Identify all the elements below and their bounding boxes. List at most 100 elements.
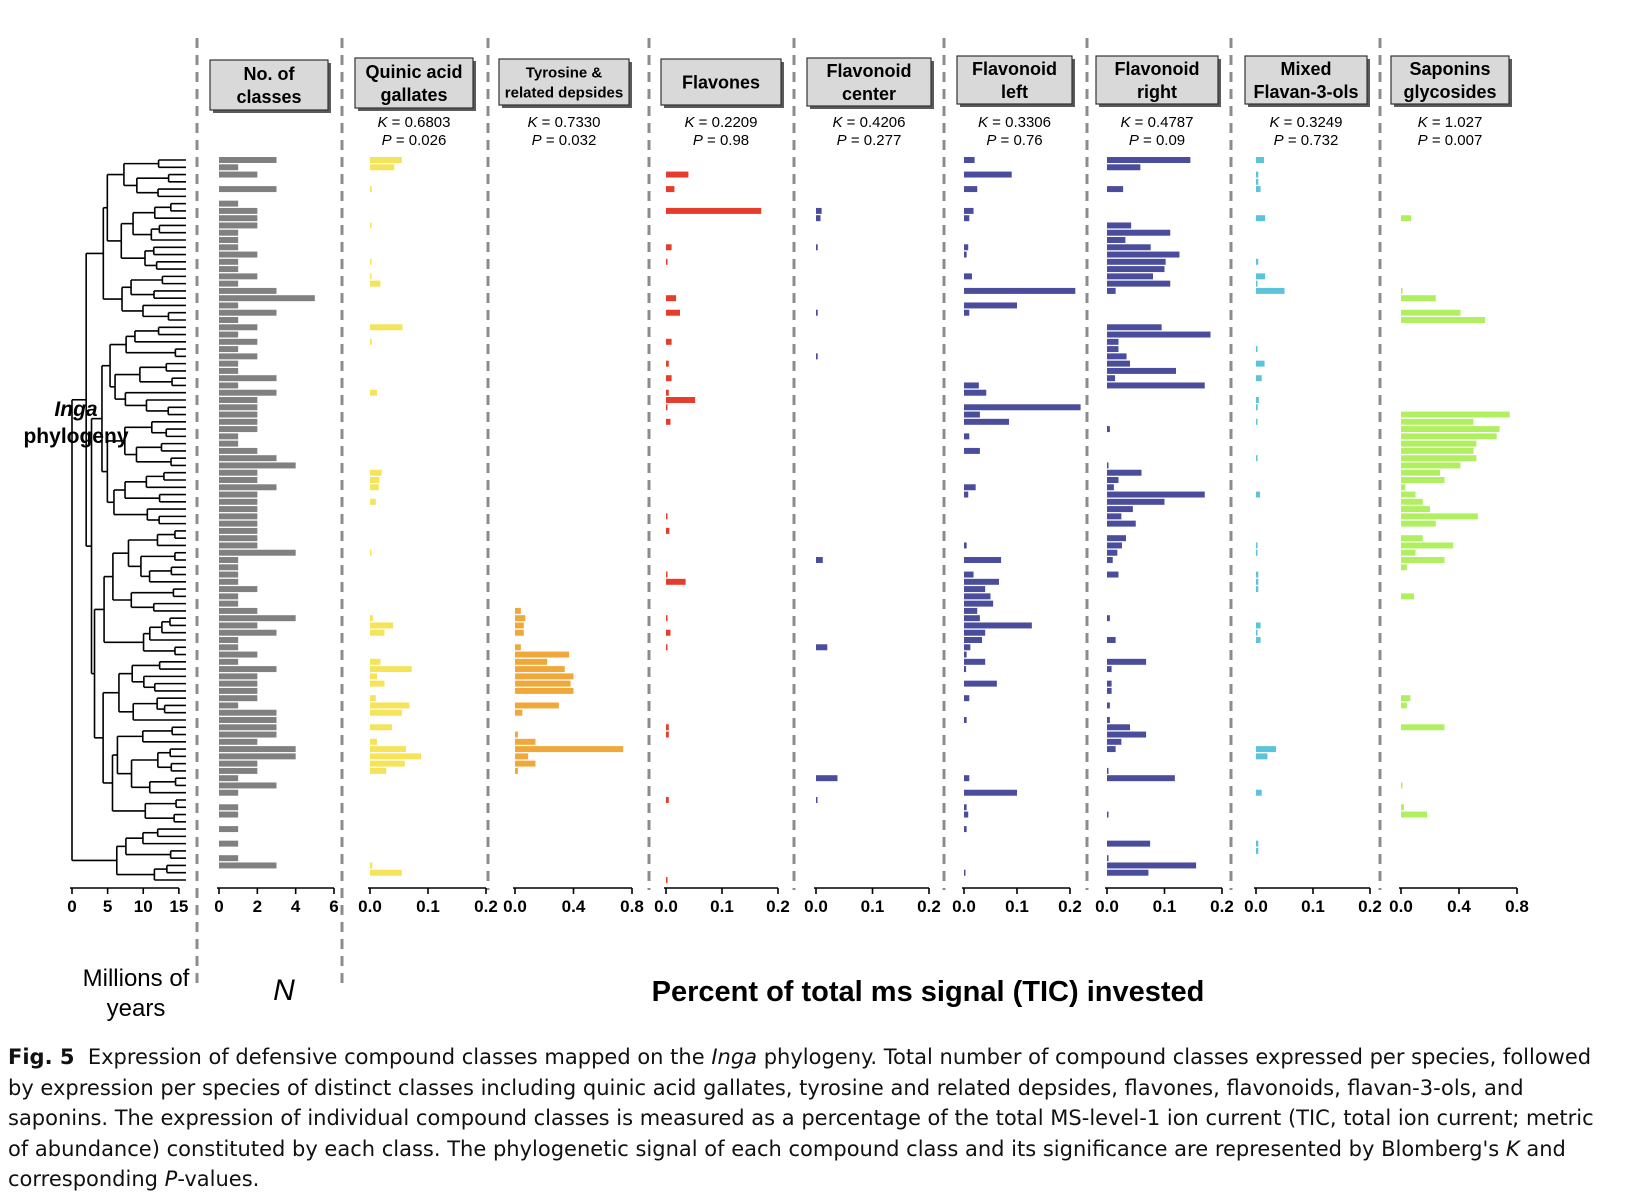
n_classes-bar <box>219 738 258 745</box>
saponins-bar <box>1401 549 1416 556</box>
phylogeny-tick-label: 0 <box>67 897 76 916</box>
caption-text-italic-3: P <box>164 1167 178 1191</box>
n_classes-bar <box>219 637 239 643</box>
n_classes-tick-label: 2 <box>253 897 262 916</box>
saponins-bar <box>1401 433 1497 440</box>
n_classes-bar <box>219 644 239 651</box>
flavan-title-box <box>1244 55 1368 105</box>
quinic-bar <box>370 753 422 760</box>
phylogeny-tree: 0 5 10 15 <box>67 159 188 916</box>
flavan-bar <box>1256 586 1259 593</box>
flav_left-bar <box>964 869 966 876</box>
flavan-title-text: Mixed <box>1280 59 1331 79</box>
flavan-bar <box>1256 375 1262 382</box>
flav_left-bar <box>964 491 969 498</box>
caption-text-italic-2: K <box>1505 1136 1520 1161</box>
n_classes-bar <box>219 724 277 731</box>
n_classes-bar <box>219 455 277 462</box>
flavan-bar <box>1256 215 1266 222</box>
flav_left-bar <box>964 607 978 614</box>
flav_right-bar <box>1107 775 1175 782</box>
tyrosine-p-value: P = 0.032 <box>532 132 597 149</box>
flav_left-bar <box>964 404 1081 411</box>
saponins-bar <box>1401 557 1445 563</box>
flav_left-title-box <box>956 55 1073 105</box>
flavones-bar <box>666 207 762 214</box>
n_classes-bar <box>219 229 239 236</box>
n_classes-bar <box>219 629 277 636</box>
n_classes-bar <box>219 666 277 673</box>
quinic-bar <box>370 549 372 556</box>
flav_right-title-text: Flavonoid <box>1115 59 1200 79</box>
flavones-bar <box>666 244 672 251</box>
flav_left-bar <box>964 302 1017 309</box>
n_classes-bar <box>219 746 296 753</box>
n_classes-bar <box>219 767 258 774</box>
flav_right-bar <box>1107 767 1109 774</box>
n_classes-bar <box>219 826 239 833</box>
quinic-bar <box>370 498 376 505</box>
n_classes-bar <box>219 593 239 600</box>
saponins-bar <box>1401 309 1461 316</box>
flav_left-bar <box>964 433 970 440</box>
flavones-bar <box>666 375 672 382</box>
tyrosine-bar <box>515 666 565 673</box>
quinic-bar <box>370 258 372 265</box>
flavan-bar <box>1256 622 1261 629</box>
tyrosine-title-box <box>498 58 630 106</box>
n_classes-title-box <box>209 59 329 111</box>
flavones-bar <box>666 418 671 425</box>
flav_left-bar <box>964 811 969 818</box>
tyrosine-bar <box>515 644 521 651</box>
n_classes-bar <box>219 237 239 243</box>
tyrosine-bar <box>515 658 548 665</box>
flavan-p-value: P = 0.732 <box>1274 132 1339 149</box>
n_classes-bar <box>219 207 258 214</box>
flav_right-bar <box>1107 811 1109 818</box>
flav_right-bar <box>1107 251 1180 258</box>
n_classes-bar <box>219 498 258 505</box>
flav_center-title-text: Flavonoid <box>827 61 912 81</box>
flav_right-bar <box>1107 855 1109 862</box>
flav_left-p-value: P = 0.76 <box>986 132 1042 149</box>
flavan-bar <box>1256 418 1258 425</box>
quinic-bar <box>370 869 402 876</box>
tyrosine-bar <box>515 607 521 614</box>
n_classes-bar <box>219 484 277 491</box>
flavan-bar <box>1256 542 1258 549</box>
n_classes-bar <box>219 360 239 367</box>
n_classes-bar <box>219 680 258 687</box>
flav_center-k-value: K = 0.4206 <box>833 114 906 131</box>
n_classes-bar <box>219 709 277 716</box>
n_classes-bar <box>219 404 258 411</box>
n_classes-bar <box>219 695 258 702</box>
flavones-bar <box>666 877 668 883</box>
n_classes-bar <box>219 280 239 287</box>
flavones-bar <box>666 731 669 738</box>
quinic-bar <box>370 702 410 709</box>
flav_right-bar <box>1107 280 1171 287</box>
flav_right-bar <box>1107 229 1171 236</box>
n_classes-bar <box>219 702 239 709</box>
flavones-bar <box>666 578 686 585</box>
n_classes-bar <box>219 317 239 323</box>
flav_center-bar <box>816 215 821 222</box>
n_classes-bar <box>219 222 258 229</box>
flav_right-bar <box>1107 324 1162 331</box>
n_classes-bar <box>219 506 258 513</box>
flav_right-bar <box>1107 375 1116 382</box>
flavones-bar <box>666 527 670 534</box>
quinic-bar <box>370 622 394 629</box>
n_classes-bar <box>219 215 258 222</box>
saponins-tick-label: 0.4 <box>1447 897 1471 916</box>
flav_left-bar <box>964 251 967 258</box>
n_classes-bar <box>219 615 296 622</box>
flav_center-title-box <box>806 57 932 107</box>
flav_left-title-text: left <box>1001 82 1028 102</box>
flav_right-bar <box>1107 338 1119 345</box>
n_classes-bar <box>219 673 258 680</box>
saponins-bar <box>1401 411 1510 418</box>
n_classes-bar <box>219 578 239 585</box>
caption-text-2: phylogeny. Total number of compound clas… <box>8 1045 1594 1161</box>
